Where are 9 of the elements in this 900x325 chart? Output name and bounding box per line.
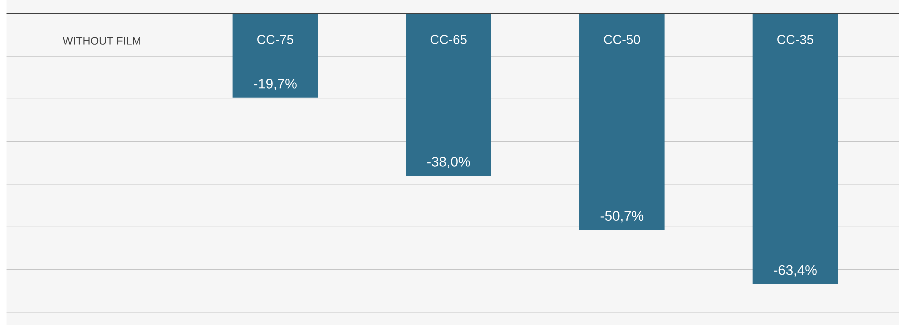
data-label: -63,4% [774, 265, 817, 277]
data-label: -50,7% [600, 211, 644, 222]
x-tick-label: CC-35 [778, 35, 814, 44]
x-tick-label: CC-75 [258, 35, 294, 44]
data-label: -38,0% [428, 156, 470, 168]
x-tick-label: CC-65 [430, 35, 467, 44]
x-tick-label: CC-50 [604, 35, 640, 44]
data-label: -19,7% [254, 78, 297, 90]
text: WITHOUT FILM [62, 37, 140, 45]
